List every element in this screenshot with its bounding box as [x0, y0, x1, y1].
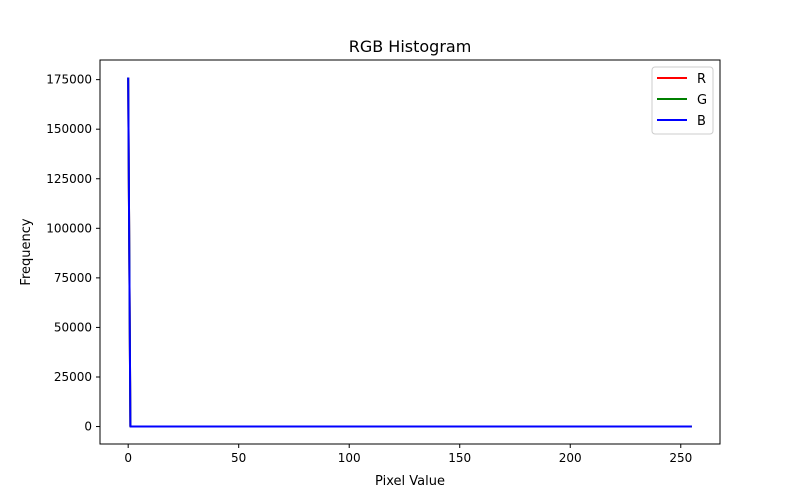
- x-tick-label: 200: [559, 451, 582, 465]
- legend-frame: [651, 66, 714, 135]
- legend: R G B: [651, 66, 714, 135]
- x-tick-label: 0: [124, 451, 132, 465]
- x-tick-label: 250: [669, 451, 692, 465]
- x-tick-label: 150: [448, 451, 471, 465]
- y-axis-label: Frequency: [19, 218, 34, 285]
- x-tick-label: 100: [338, 451, 361, 465]
- x-tick-label: 50: [231, 451, 246, 465]
- y-tick-label: 125000: [46, 172, 92, 186]
- y-tick-label: 175000: [46, 73, 92, 87]
- legend-label-b: B: [697, 114, 706, 129]
- plot-area: [100, 60, 720, 444]
- y-axis-ticks: 0 25000 50000 75000 100000 125000 150000 175000: [46, 73, 100, 434]
- plot-frame: [99, 59, 721, 445]
- chart-title: RGB Histogram: [349, 37, 472, 56]
- x-axis-label: Pixel Value: [375, 474, 445, 489]
- series-line-b: [127, 77, 692, 428]
- series-lines: [127, 77, 692, 428]
- y-tick-label: 100000: [46, 221, 92, 235]
- x-axis-ticks: 0 50 100 150 200 250: [124, 444, 692, 465]
- legend-label-r: R: [697, 72, 706, 87]
- y-tick-label: 0: [84, 420, 92, 434]
- y-tick-label: 75000: [54, 271, 92, 285]
- y-tick-label: 150000: [46, 122, 92, 136]
- legend-label-g: G: [697, 93, 707, 108]
- y-tick-label: 50000: [54, 320, 92, 334]
- y-tick-label: 25000: [54, 370, 92, 384]
